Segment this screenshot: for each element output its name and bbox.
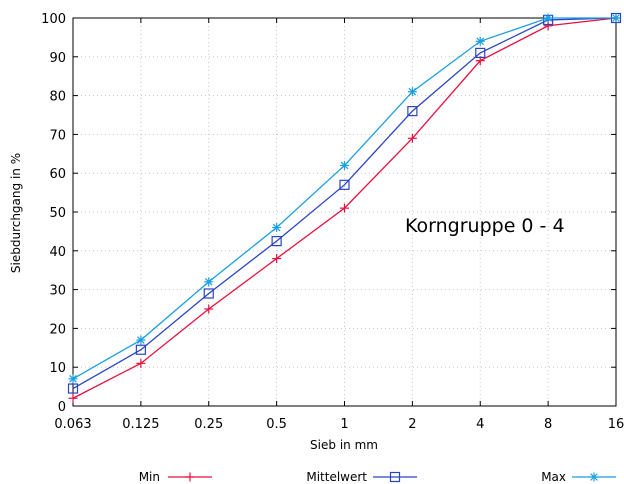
legend: Min Mittelwert Max [139, 470, 616, 484]
data-point [589, 472, 599, 482]
chart-annotation: Korngruppe 0 - 4 [405, 215, 565, 237]
x-tick-label: 0.125 [122, 417, 159, 432]
data-point [407, 87, 417, 97]
data-point [68, 374, 78, 384]
y-tick-label: 100 [41, 12, 66, 27]
x-tick-label: 0.063 [54, 417, 91, 432]
legend-label: Min [139, 470, 160, 484]
data-point [67, 383, 79, 394]
data-point [136, 335, 146, 345]
y-tick-label: 90 [49, 51, 66, 66]
axis-ticks: 0 10 20 30 40 50 60 70 80 90 100 0.063 0.125 0.25 0.5 1… [41, 12, 624, 432]
data-point [407, 133, 417, 143]
data-point [185, 472, 195, 482]
data-point [68, 393, 78, 403]
x-axis-title: Sieb in mm [310, 438, 378, 452]
data-point [543, 21, 553, 31]
x-tick-label: 16 [608, 417, 624, 432]
y-tick-label: 60 [49, 167, 66, 182]
data-point [407, 106, 418, 117]
x-tick-label: 2 [408, 417, 416, 432]
x-tick-label: 0.25 [194, 417, 223, 432]
series-line [72, 17, 617, 390]
x-tick-label: 0.5 [266, 417, 287, 432]
y-tick-label: 10 [49, 361, 66, 376]
legend-label: Max [541, 470, 566, 484]
legend-item: Max [541, 470, 616, 484]
legend-label: Mittelwert [306, 470, 367, 484]
data-point [339, 179, 350, 190]
data-point [204, 277, 214, 287]
x-tick-label: 8 [544, 417, 552, 432]
y-tick-label: 30 [49, 284, 66, 299]
data-point [272, 223, 282, 233]
x-tick-label: 4 [476, 417, 484, 432]
data-point [389, 471, 401, 483]
data-point [136, 358, 146, 368]
y-tick-label: 0 [58, 400, 66, 415]
data-point [340, 160, 349, 170]
series-min [68, 13, 621, 403]
grid [73, 18, 616, 406]
data-point [204, 304, 214, 314]
y-axis-title: Siebdurchgang in % [9, 153, 23, 273]
y-tick-label: 20 [49, 322, 66, 337]
legend-item: Min [139, 470, 212, 484]
y-tick-label: 70 [49, 128, 66, 143]
data-point [611, 13, 621, 23]
y-tick-label: 50 [49, 206, 66, 221]
data-point [203, 288, 214, 299]
data-point [543, 13, 553, 23]
series-layer [67, 12, 622, 403]
series-max [68, 13, 621, 384]
legend-item: Mittelwert [306, 470, 417, 484]
data-point [475, 36, 485, 46]
data-point [271, 236, 282, 247]
x-tick-label: 1 [340, 417, 348, 432]
data-point [340, 203, 349, 213]
data-point [272, 254, 282, 264]
y-tick-label: 40 [49, 245, 66, 260]
data-point [475, 47, 486, 59]
y-tick-label: 80 [49, 90, 66, 105]
data-point [135, 344, 146, 355]
